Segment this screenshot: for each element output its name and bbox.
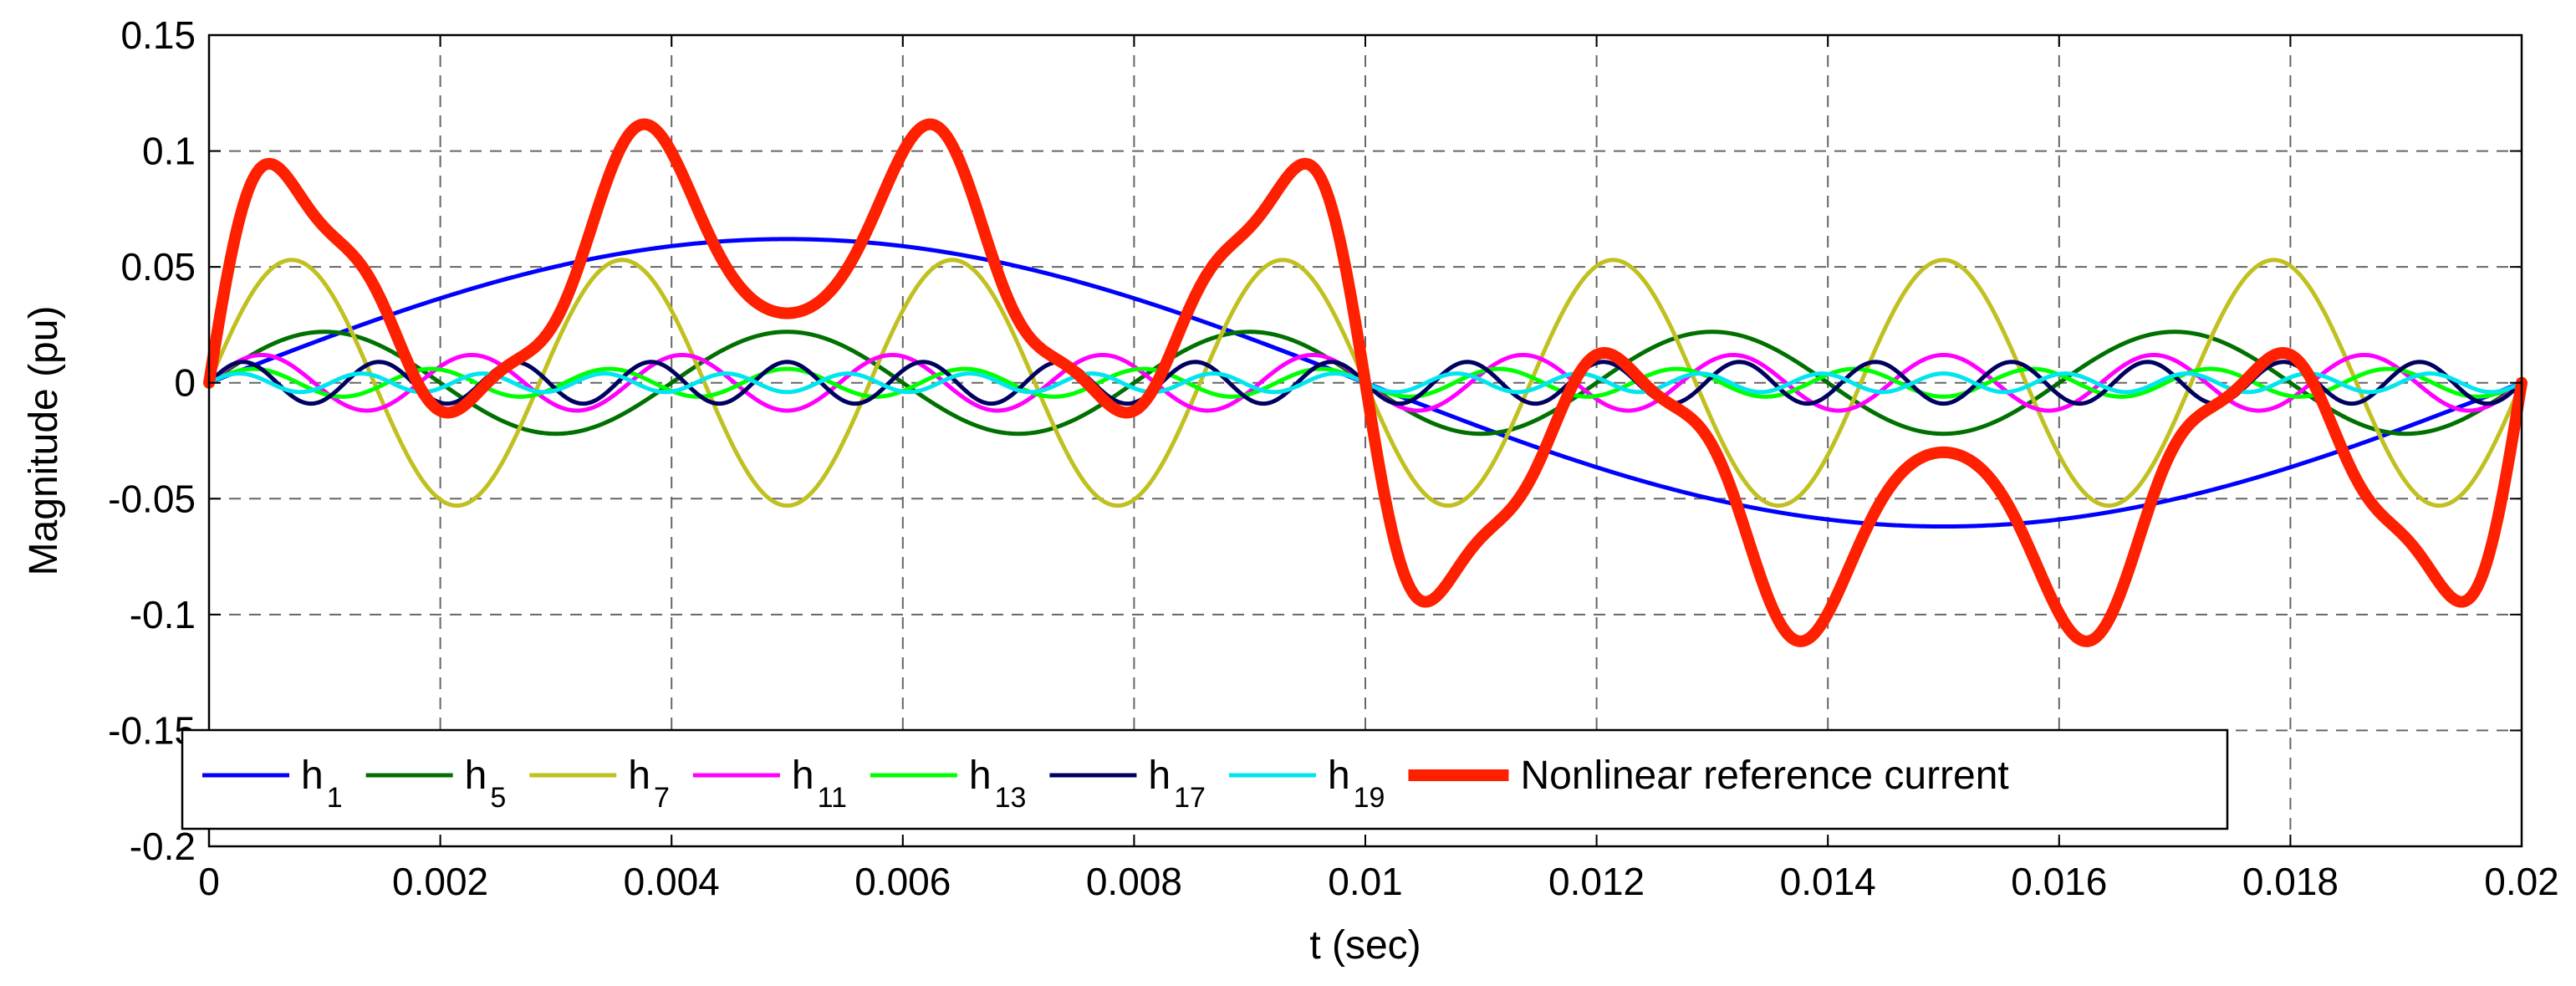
series-group (203, 118, 2528, 647)
y-axis-label: Magnitude (pu) (22, 306, 66, 576)
legend-label: h 11 (792, 754, 847, 814)
y-tick-label: 0.05 (120, 245, 196, 289)
x-tick-label: 0 (198, 860, 220, 903)
legend-label: Nonlinear reference current (1520, 754, 2008, 798)
y-tick-label: -0.1 (130, 593, 196, 636)
legend-label: h 17 (1148, 754, 1206, 814)
legend-label: h 19 (1328, 754, 1385, 814)
x-tick-label: 0.014 (1780, 860, 1876, 903)
x-tick-label: 0.004 (624, 860, 720, 903)
y-tick-label: -0.15 (108, 708, 196, 752)
x-tick-label: 0.008 (1086, 860, 1182, 903)
x-tick-label: 0.006 (854, 860, 951, 903)
y-tick-label: 0 (174, 361, 196, 405)
x-tick-label: 0.016 (2011, 860, 2107, 903)
y-tick-label: 0.15 (120, 13, 196, 57)
legend-label: h 13 (969, 754, 1027, 814)
ticks: 0 0.002 0.004 0.006 0.008 0.01 0.012 0.014 0.016… (108, 13, 2559, 903)
y-tick-label: -0.2 (130, 825, 196, 868)
y-tick-label: 0.1 (142, 130, 196, 173)
legend-box (181, 728, 2229, 830)
x-axis-label: t (sec) (1309, 923, 1421, 968)
x-tick-label: 0.012 (1548, 860, 1645, 903)
x-tick-label: 0.002 (392, 860, 488, 903)
x-tick-label: 0.018 (2242, 860, 2339, 903)
x-tick-label: 0.01 (1328, 860, 1403, 903)
series-line-nonlinear-reference-current (203, 118, 2528, 647)
y-tick-label: -0.05 (108, 477, 196, 520)
x-tick-label: 0.02 (2484, 860, 2559, 903)
legend: h 1 h 5 h 7 h 11 h 13 h 17 h 19 Nonlinear reference cu… (181, 728, 2229, 830)
